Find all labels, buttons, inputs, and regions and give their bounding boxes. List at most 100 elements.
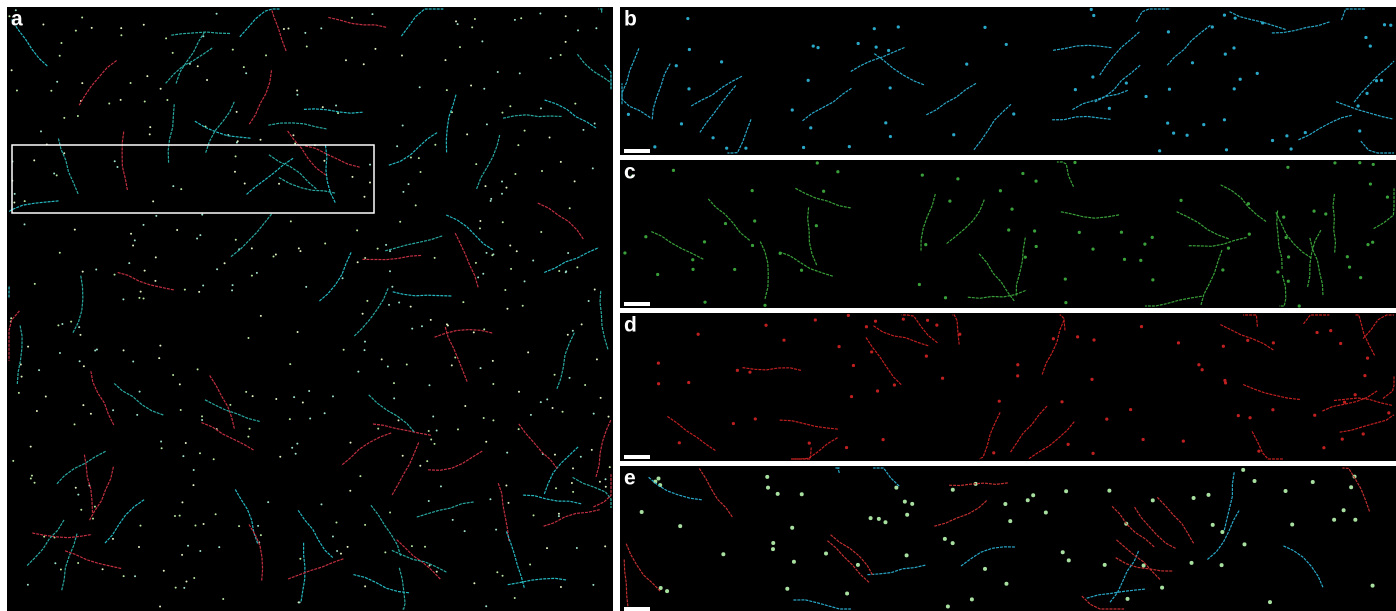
spot <box>364 341 366 343</box>
spot <box>139 525 141 527</box>
spot <box>1369 182 1372 185</box>
spot <box>464 530 466 532</box>
spot <box>82 271 84 273</box>
spot <box>291 447 293 449</box>
spot <box>1151 278 1154 281</box>
spot <box>1012 112 1015 115</box>
spot <box>691 258 694 261</box>
spot <box>1324 212 1327 215</box>
spot <box>447 325 449 327</box>
spot <box>992 451 995 454</box>
spot <box>558 513 560 515</box>
spot <box>665 589 669 593</box>
spot <box>1304 131 1307 134</box>
spot <box>30 477 32 479</box>
spot <box>130 82 132 84</box>
spot <box>782 339 785 342</box>
spot <box>296 90 298 92</box>
spot <box>657 382 660 385</box>
spot <box>122 298 124 300</box>
spot <box>473 331 475 333</box>
spot <box>605 478 607 480</box>
panel-label: b <box>624 7 637 30</box>
spot <box>224 262 226 264</box>
spot <box>1074 88 1077 91</box>
spot <box>897 25 900 28</box>
spot <box>567 334 569 336</box>
spot <box>222 598 224 600</box>
spot <box>389 250 391 252</box>
spot <box>136 414 138 416</box>
spot <box>287 27 289 29</box>
panel-d-image <box>620 313 1396 461</box>
spot <box>903 500 907 504</box>
spot <box>520 17 522 19</box>
spot <box>120 34 122 36</box>
spot <box>144 270 146 272</box>
spot <box>290 220 292 222</box>
spot <box>1287 255 1290 258</box>
spot <box>703 240 706 243</box>
spot <box>593 413 595 415</box>
spot <box>965 63 968 66</box>
spot <box>336 550 338 552</box>
spot <box>935 324 938 327</box>
spot <box>910 502 914 506</box>
spot <box>609 466 611 468</box>
spot <box>293 396 295 398</box>
spot <box>165 37 167 39</box>
spot <box>215 513 217 515</box>
spot <box>1313 414 1316 417</box>
spot <box>123 349 125 351</box>
spot <box>1207 493 1211 497</box>
spot <box>546 398 548 400</box>
spot <box>1221 268 1224 271</box>
spot <box>78 326 80 328</box>
spot <box>1386 195 1389 198</box>
spot <box>594 123 596 125</box>
spot <box>837 345 840 348</box>
spot <box>887 49 890 52</box>
spot <box>24 200 26 202</box>
spot <box>572 491 574 493</box>
spot <box>408 183 410 185</box>
spot <box>199 234 201 236</box>
spot <box>492 360 494 362</box>
spot <box>1237 414 1240 417</box>
spot <box>197 65 199 67</box>
spot <box>163 570 165 572</box>
spot <box>591 449 593 451</box>
spot <box>79 334 81 336</box>
spot <box>174 515 176 517</box>
spot <box>421 325 423 327</box>
spot <box>80 509 82 511</box>
scale-bar <box>624 149 650 153</box>
spot <box>457 23 459 25</box>
spot <box>251 275 253 277</box>
spot <box>397 419 399 421</box>
spot <box>362 313 364 315</box>
spot <box>485 605 487 607</box>
spot <box>436 430 438 432</box>
spot <box>697 333 700 336</box>
spot <box>905 553 909 557</box>
spot <box>249 428 251 430</box>
spot <box>120 99 122 101</box>
spot <box>765 475 769 479</box>
spot <box>429 565 431 567</box>
spot <box>1202 123 1205 126</box>
spot <box>305 286 307 288</box>
spot <box>185 581 187 583</box>
spot <box>1272 341 1275 344</box>
spot <box>182 455 184 457</box>
spot <box>1271 408 1274 411</box>
spot <box>30 446 32 448</box>
spot <box>845 446 848 449</box>
spot <box>492 419 494 421</box>
spot <box>160 441 162 443</box>
spot <box>497 71 499 73</box>
spot <box>265 54 267 56</box>
spot <box>430 319 432 321</box>
spot <box>720 60 723 63</box>
spot <box>558 515 560 517</box>
